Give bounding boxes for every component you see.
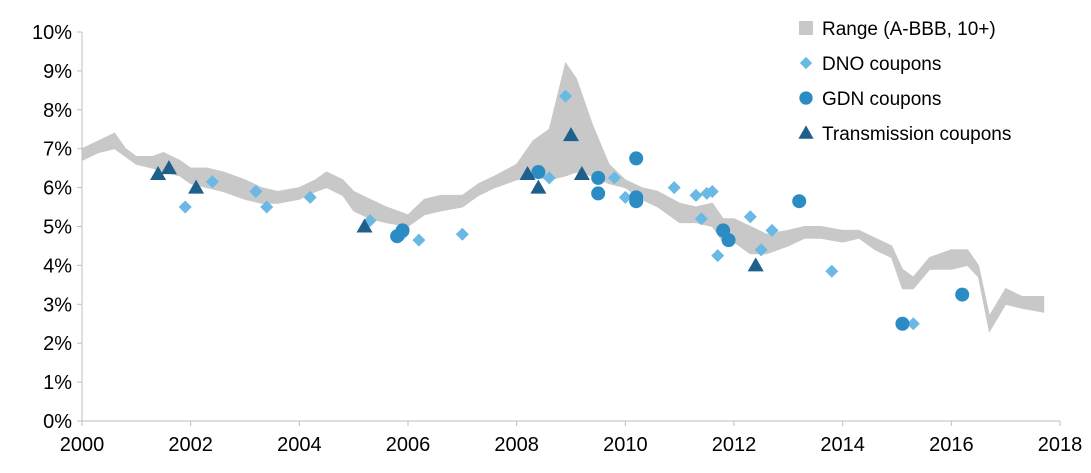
dno-coupon-point	[559, 89, 573, 103]
dno-coupon-point	[618, 190, 632, 204]
legend-swatch-transmission-coupon	[798, 125, 814, 139]
gdn-coupon-point	[629, 151, 644, 166]
x-tick-label: 2012	[712, 434, 757, 456]
legend-swatch-dno-coupon	[799, 56, 813, 70]
dno-coupon-point	[705, 184, 719, 198]
legend-swatch-gdn-coupon	[799, 91, 813, 105]
dno-coupon-point	[825, 264, 839, 278]
gdn-coupon-point	[792, 194, 807, 209]
x-tick-label: 2002	[168, 434, 213, 456]
dno-coupon-point	[689, 188, 703, 202]
transmission-coupon-point	[519, 165, 536, 180]
dno-coupon-point	[303, 190, 317, 204]
dno-coupon-point	[667, 181, 681, 195]
dno-coupon-point	[205, 175, 219, 189]
x-tick-label: 2008	[494, 434, 539, 456]
dno-coupon-point	[249, 184, 263, 198]
x-tick-label: 2016	[929, 434, 974, 456]
dno-coupon-point	[765, 223, 779, 237]
y-tick-label: 10%	[32, 22, 72, 44]
y-tick-label: 5%	[43, 217, 72, 239]
transmission-coupon-point	[356, 218, 373, 233]
dno-coupon-point	[412, 233, 426, 247]
y-tick-label: 2%	[43, 333, 72, 355]
y-tick-label: 1%	[43, 372, 72, 394]
coupon-points-layer	[150, 89, 970, 331]
legend-label-gdn-coupon: GDN coupons	[822, 89, 941, 110]
dno-coupon-point	[906, 317, 920, 331]
axes	[77, 31, 1061, 426]
x-tick-label: 2014	[820, 434, 865, 456]
dno-coupon-point	[694, 212, 708, 226]
y-tick-label: 7%	[43, 139, 72, 161]
dno-coupon-point	[711, 249, 725, 263]
tick-labels: 0% 1% 2% 3% 4% 5% 6% 7% 8% 9% 10% 2000 2002 2004 2006 2…	[32, 22, 1082, 456]
x-tick-label: 2006	[386, 434, 431, 456]
transmission-coupon-point	[563, 127, 579, 142]
x-tick-label: 2018	[1038, 434, 1083, 456]
transmission-coupon-point	[747, 257, 764, 272]
gdn-coupon-point	[629, 194, 644, 209]
x-tick-label: 2010	[603, 434, 648, 456]
gdn-coupon-point	[591, 186, 606, 201]
dno-coupon-point	[607, 171, 621, 185]
y-tick-label: 4%	[43, 255, 72, 277]
dno-coupon-point	[754, 243, 768, 257]
x-tick-label: 2000	[60, 434, 105, 456]
legend-label-dno-coupon: DNO coupons	[822, 54, 941, 75]
dno-coupon-point	[260, 200, 274, 214]
transmission-coupon-point	[573, 165, 590, 180]
gdn-coupon-point	[531, 165, 546, 180]
transmission-coupon-point	[160, 160, 177, 175]
y-tick-label: 6%	[43, 178, 72, 200]
gdn-coupon-point	[721, 233, 736, 248]
y-tick-label: 8%	[43, 100, 72, 122]
y-tick-label: 0%	[43, 411, 72, 433]
gdn-coupon-point	[395, 223, 410, 238]
y-tick-label: 3%	[43, 294, 72, 316]
y-tick-label: 9%	[43, 61, 72, 83]
transmission-coupon-point	[150, 165, 167, 180]
legend-swatch-range	[799, 21, 813, 35]
transmission-coupon-point	[530, 179, 547, 194]
legend: Range (A-BBB, 10+) DNO coupons GDN coupons…	[798, 19, 1011, 145]
dno-coupon-point	[542, 171, 556, 185]
legend-label-transmission-coupon: Transmission coupons	[822, 124, 1011, 145]
legend-label-range: Range (A-BBB, 10+)	[822, 19, 996, 40]
gdn-coupon-point	[591, 170, 606, 185]
transmission-coupon-point	[188, 179, 205, 194]
gdn-coupon-point	[955, 287, 970, 302]
x-tick-label: 2004	[277, 434, 322, 456]
gdn-coupon-point	[895, 316, 910, 331]
dno-coupon-point	[178, 200, 192, 214]
dno-coupon-point	[455, 227, 469, 241]
dno-coupon-point	[743, 210, 757, 224]
